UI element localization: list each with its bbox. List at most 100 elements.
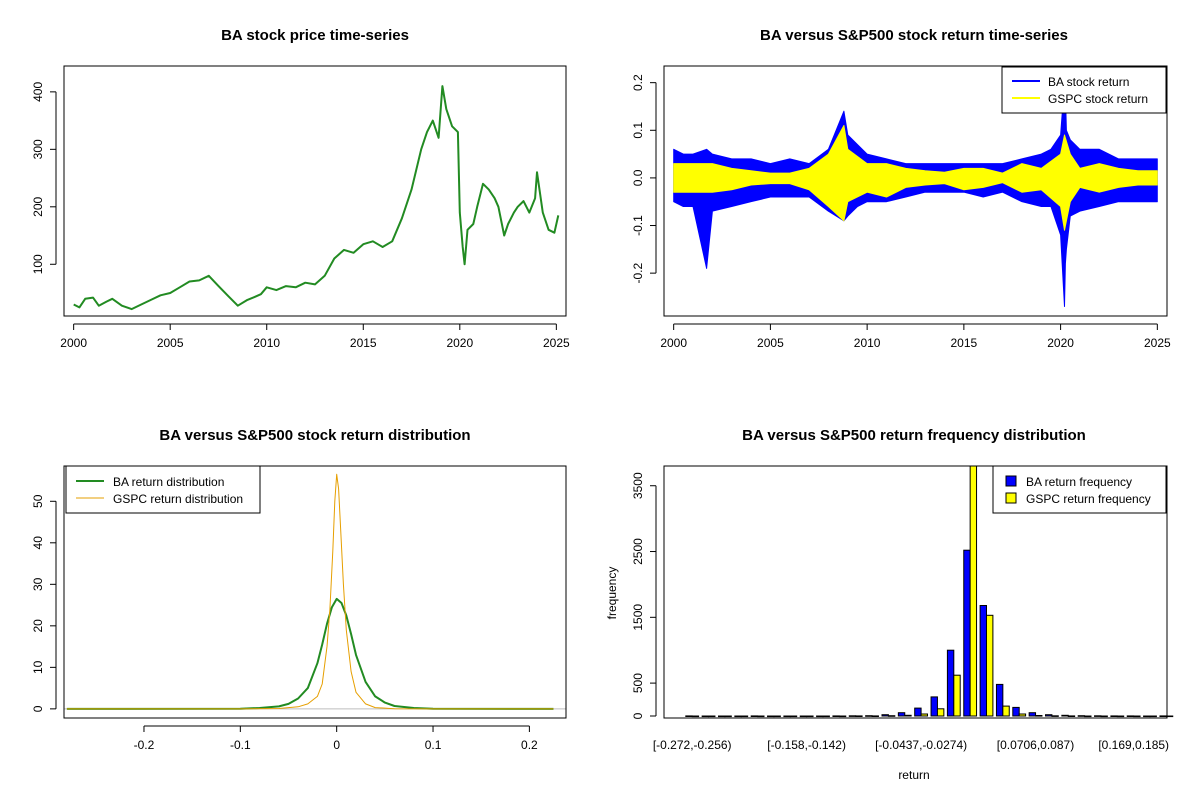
- return-timeseries-chart: BA versus S&P500 stock return time-serie…: [631, 27, 1171, 350]
- gspc-frequency-bar: [953, 674, 961, 717]
- gspc-frequency-bar: [773, 715, 781, 718]
- gspc-frequency-bar: [1002, 705, 1010, 717]
- return-frequency-xlabel: return: [898, 768, 929, 782]
- ba-frequency-bar: [1061, 714, 1069, 717]
- gspc-frequency-bar: [1116, 715, 1125, 718]
- density-x-tick-label: -0.1: [230, 738, 251, 752]
- freq-y-tick-label: 500: [631, 673, 645, 693]
- gspc-frequency-bar: [1133, 715, 1141, 718]
- freq-x-tick-label: [0.169,0.185): [1098, 738, 1169, 752]
- freq-x-tick-label: [0.0706,0.087): [997, 738, 1074, 752]
- ba-frequency-bar: [1094, 715, 1102, 717]
- ba-frequency-bar: [783, 715, 791, 718]
- ba-frequency-bar: [881, 714, 889, 717]
- ba-frequency-bar: [1143, 715, 1151, 718]
- gspc-frequency-bar: [1018, 713, 1027, 717]
- ba-frequency-bar: [1126, 715, 1135, 718]
- returns-x-tick-label: 2015: [951, 336, 978, 350]
- returns-y-tick-label: 0.0: [631, 169, 645, 186]
- density-y-tick-label: 30: [31, 577, 45, 591]
- returns-y-tick-label: -0.2: [631, 262, 645, 283]
- gspc-frequency-bar: [887, 715, 896, 717]
- gspc-frequency-bar: [691, 715, 700, 718]
- returns-x-tick-label: 2005: [757, 336, 784, 350]
- gspc-frequency-bar: [708, 715, 716, 718]
- price-x-tick-label: 2000: [60, 336, 87, 350]
- ba-frequency-bar: [816, 715, 824, 718]
- legend-ba-return-distribution: BA return distribution: [113, 475, 224, 489]
- price-x-tick-label: 2015: [350, 336, 377, 350]
- ba-frequency-bar: [946, 649, 955, 717]
- ba-frequency-bar: [1012, 706, 1020, 717]
- return-frequency-legend: BA return frequency GSPC return frequenc…: [992, 465, 1167, 514]
- density-y-tick-label: 40: [31, 536, 45, 550]
- ba-frequency-bar: [701, 715, 710, 718]
- price-x-tick-label: 2010: [253, 336, 280, 350]
- ba-frequency-bar: [848, 715, 857, 717]
- legend-gspc-return-frequency: GSPC return frequency: [1026, 492, 1151, 506]
- legend-gspc-return-distribution: GSPC return distribution: [113, 492, 243, 506]
- ba-frequency-bar: [930, 696, 938, 717]
- ba-frequency-bar: [1077, 715, 1086, 717]
- gspc-density-line: [66, 473, 554, 710]
- price-x-tick-label: 2005: [157, 336, 184, 350]
- density-y-tick-label: 50: [31, 494, 45, 508]
- return-density-frame: [63, 465, 567, 719]
- ba-frequency-bar: [963, 549, 971, 717]
- price-x-tick-label: 2025: [543, 336, 570, 350]
- gspc-frequency-bar: [838, 715, 847, 718]
- gspc-frequency-bar: [822, 715, 830, 718]
- price-series-line: [73, 85, 560, 311]
- density-y-tick-label: 0: [31, 705, 45, 712]
- density-x-tick-label: 0.1: [425, 738, 442, 752]
- return-timeseries-legend: BA stock return GSPC stock return: [1001, 66, 1167, 114]
- ba-frequency-bar: [799, 715, 808, 718]
- gspc-frequency-bar: [1100, 715, 1108, 718]
- freq-y-tick-label: 3500: [631, 472, 645, 499]
- return-frequency-frame: [663, 465, 1168, 719]
- price-y-tick-label: 100: [31, 254, 45, 274]
- ba-frequency-bar: [767, 715, 775, 718]
- ba-frequency-bar: [865, 715, 873, 717]
- ba-frequency-bar: [1159, 715, 1167, 718]
- return-timeseries-frame: [663, 65, 1168, 317]
- returns-y-tick-label: 0.2: [631, 74, 645, 91]
- price-y-tick-label: 200: [31, 196, 45, 216]
- freq-y-tick-label: 1500: [631, 604, 645, 631]
- return-density-chart: BA versus S&P500 stock return distributi…: [31, 427, 567, 752]
- freq-x-tick-label: [-0.158,-0.142): [767, 738, 846, 752]
- legend-ba-stock-return: BA stock return: [1048, 75, 1129, 89]
- density-x-tick-label: 0: [333, 738, 340, 752]
- ba-frequency-bar: [1110, 715, 1118, 718]
- ba-frequency-bar: [897, 712, 906, 717]
- gspc-frequency-bar: [1067, 715, 1076, 718]
- ba-frequency-bar: [995, 683, 1004, 717]
- price-chart-title: BA stock price time-series: [221, 27, 409, 44]
- returns-x-tick-label: 2025: [1144, 336, 1171, 350]
- gspc-return-series: [673, 125, 1158, 231]
- legend-ba-return-frequency: BA return frequency: [1026, 475, 1132, 489]
- returns-y-tick-label: -0.1: [631, 215, 645, 236]
- return-density-title: BA versus S&P500 stock return distributi…: [159, 427, 470, 444]
- ba-frequency-bar: [914, 707, 922, 717]
- price-x-tick-label: 2020: [446, 336, 473, 350]
- price-y-tick-label: 400: [31, 82, 45, 102]
- ba-frequency-bar: [832, 715, 840, 718]
- legend-gspc-stock-return: GSPC stock return: [1048, 92, 1148, 106]
- gspc-frequency-bar: [904, 714, 912, 717]
- returns-x-tick-label: 2000: [660, 336, 687, 350]
- gspc-frequency-bar: [1165, 715, 1174, 718]
- density-y-tick-label: 20: [31, 619, 45, 633]
- density-y-tick-label: 10: [31, 660, 45, 674]
- return-frequency-chart: BA versus S&P500 return frequency distri…: [605, 427, 1174, 782]
- price-chart-frame: [63, 65, 567, 317]
- gspc-frequency-bar: [986, 614, 994, 717]
- freq-x-tick-label: [-0.272,-0.256): [653, 738, 732, 752]
- gspc-frequency-bar: [1084, 715, 1092, 718]
- gspc-frequency-bar: [969, 465, 978, 717]
- ba-frequency-bar: [1045, 714, 1053, 717]
- density-x-tick-label: -0.2: [134, 738, 155, 752]
- returns-y-tick-label: 0.1: [631, 122, 645, 139]
- gspc-frequency-bar: [1149, 715, 1157, 718]
